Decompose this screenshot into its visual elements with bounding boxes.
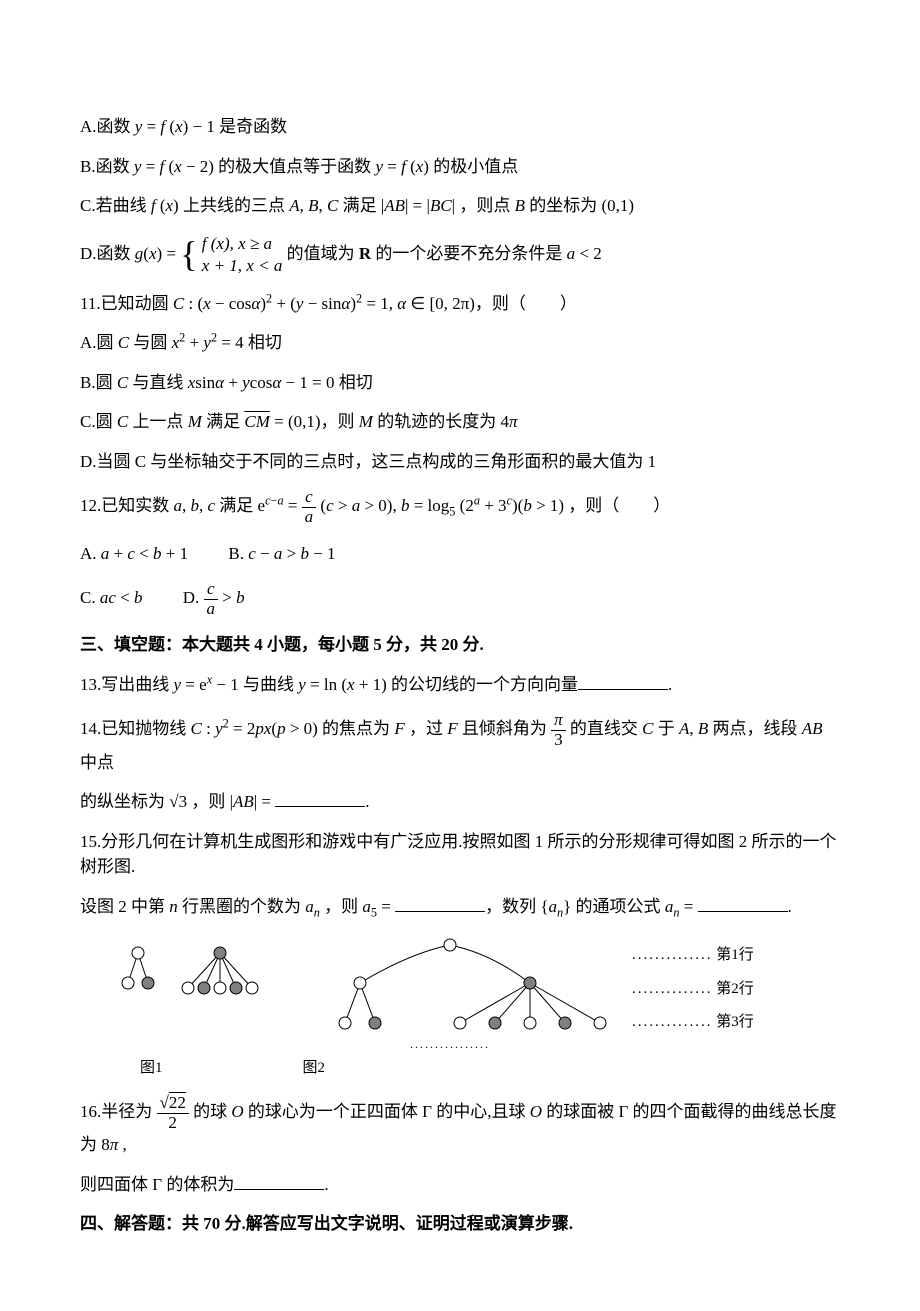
row1-label: 第1行 xyxy=(716,947,754,963)
section-4-heading: 四、解答题：共 70 分.解答应写出文字说明、证明过程或演算步骤. xyxy=(80,1211,840,1237)
q12-options-row1: A. a + c < b + 1 B. c − a > b − 1 xyxy=(80,541,840,567)
q12-option-c: C. ac < b xyxy=(80,585,142,611)
blank-q15b xyxy=(698,894,788,912)
q10-option-d: D.函数 g(x) = { f (x), x ≥ a x + 1, x < a … xyxy=(80,233,840,277)
q11-option-b: B.圆 C 与直线 xsinα + ycosα − 1 = 0 相切 xyxy=(80,370,840,396)
denominator: a xyxy=(204,600,219,619)
blank-q13 xyxy=(578,672,668,690)
case-2: x + 1, x < a xyxy=(202,255,283,277)
q12-option-d: D. c a > b xyxy=(183,580,245,618)
section-3-heading: 三、填空题：本大题共 4 小题，每小题 5 分，共 20 分. xyxy=(80,632,840,658)
q10-option-b: B.函数 y = f (x − 2) 的极大值点等于函数 y = f (x) 的… xyxy=(80,154,840,180)
text: A.函数 y = f (x) − 1 是奇函数 xyxy=(80,117,287,136)
blank-q14 xyxy=(275,789,365,807)
q11-option-c: C.圆 C 上一点 M 满足 CM = (0,1)，则 M 的轨迹的长度为 4π xyxy=(80,409,840,435)
q11-option-d: D.当圆 C 与坐标轴交于不同的三点时，这三点构成的三角形面积的最大值为 1 xyxy=(80,449,840,475)
frac-sqrt22-over-2: √22 2 xyxy=(157,1094,189,1132)
q12-stem: 12.已知实数 a, b, c 满足 ec−a = c a (c > a > 0… xyxy=(80,488,840,526)
text: B.函数 y = f (x − 2) 的极大值点等于函数 y = f (x) 的… xyxy=(80,157,518,176)
q12-option-b: B. c − a > b − 1 xyxy=(228,541,335,567)
numerator: π xyxy=(551,711,566,731)
vector-cm: CM xyxy=(244,412,270,431)
denominator: 3 xyxy=(551,731,566,750)
row-labels: .............. 第1行 .............. 第2行 ..… xyxy=(632,933,754,1053)
numerator: c xyxy=(302,488,317,508)
frac-pi-over-3: π 3 xyxy=(551,711,566,749)
q11-option-a: A.圆 C 与圆 x2 + y2 = 4 相切 xyxy=(80,330,840,356)
brace-icon: { xyxy=(180,238,197,270)
numerator: c xyxy=(204,580,219,600)
q12-options-row2: C. ac < b D. c a > b xyxy=(80,580,840,618)
case-1: f (x), x ≥ a xyxy=(202,233,283,255)
q15-diagrams: ................ .............. 第1行 ....… xyxy=(110,933,840,1053)
q13: 13.写出曲线 y = ex − 1 与曲线 y = ln (x + 1) 的公… xyxy=(80,672,840,698)
q12-option-a: A. a + c < b + 1 xyxy=(80,541,188,567)
piecewise-cases: f (x), x ≥ a x + 1, x < a xyxy=(202,233,283,277)
numerator: √22 xyxy=(157,1094,189,1114)
text: 的值域为 R 的一个必要不充分条件是 a < 2 xyxy=(287,244,602,263)
q14-line1: 14.已知抛物线 C : y2 = 2px(p > 0) 的焦点为 F ，过 F… xyxy=(80,711,840,775)
fig2-caption: 图2 xyxy=(303,1057,326,1080)
row2-label: 第2行 xyxy=(716,981,754,997)
text: C.若曲线 f (x) 上共线的三点 A, B, C 满足 |AB| = |BC… xyxy=(80,196,634,215)
figure-1-svg xyxy=(110,933,280,1043)
denominator: a xyxy=(302,508,317,527)
figure-2-svg: ................ xyxy=(320,933,620,1053)
q10-option-a: A.函数 y = f (x) − 1 是奇函数 xyxy=(80,114,840,140)
figure-captions: 图1 图2 xyxy=(140,1057,840,1080)
frac-c-over-a: c a xyxy=(302,488,317,526)
q14-line2: 的纵坐标为 √3 ，则 |AB| = . xyxy=(80,789,840,815)
blank-q16 xyxy=(234,1172,324,1190)
q15-line2: 设图 2 中第 n 行黑圈的个数为 an ，则 a5 = ，数列 {an} 的通… xyxy=(80,894,840,920)
denominator: 2 xyxy=(157,1114,189,1133)
text: D.函数 g(x) = xyxy=(80,244,180,263)
q15-line1: 15.分形几何在计算机生成图形和游戏中有广泛应用.按照如图 1 所示的分形规律可… xyxy=(80,829,840,880)
svg-text:................: ................ xyxy=(410,1037,490,1051)
q11-stem: 11.已知动圆 C : (x − cosα)2 + (y − sinα)2 = … xyxy=(80,291,840,317)
row3-label: 第3行 xyxy=(716,1014,754,1030)
q10-option-c: C.若曲线 f (x) 上共线的三点 A, B, C 满足 |AB| = |BC… xyxy=(80,193,840,219)
q16-line2: 则四面体 Γ 的体积为. xyxy=(80,1172,840,1198)
fig1-caption: 图1 xyxy=(140,1057,163,1080)
q16-line1: 16.半径为 √22 2 的球 O 的球心为一个正四面体 Γ 的中心,且球 O … xyxy=(80,1094,840,1158)
blank-q15a xyxy=(395,894,485,912)
